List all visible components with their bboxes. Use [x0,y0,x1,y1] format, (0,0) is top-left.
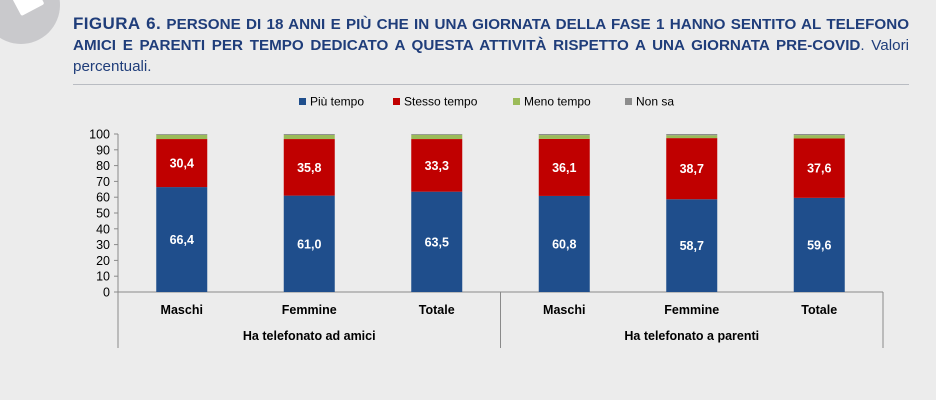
bar-segment-3 [156,134,208,140]
legend-label-4: Non sa [636,95,674,109]
y-tick-label: 80 [96,159,110,173]
bar-segment-4 [793,134,845,136]
x-category-label: Totale [801,303,837,317]
data-label: 58,7 [680,239,704,253]
y-tick-label: 50 [96,207,110,221]
data-label: 30,4 [170,157,194,171]
y-tick-label: 0 [103,286,110,300]
bar-segment-2 [793,138,845,198]
data-label: 37,6 [807,162,831,176]
y-tick-label: 40 [96,222,110,236]
bar-segment-1 [666,199,718,292]
group-label-1: Ha telefonato ad amici [243,329,376,343]
data-label: 36,1 [552,161,576,175]
legend-label-1: Più tempo [310,95,364,109]
x-category-label: Femmine [664,303,719,317]
bar-segment-3 [666,135,718,139]
figure-subtitle: . Valori percentuali. [73,37,910,75]
legend-label-3: Meno tempo [524,95,591,109]
legend-swatch-3 [513,98,520,105]
data-label: 60,8 [552,237,576,251]
legend-swatch-4 [625,98,632,105]
y-tick-label: 10 [96,270,110,284]
bar-segment-2 [156,139,208,188]
bar-segment-1 [411,191,463,292]
legend-label-2: Stesso tempo [404,95,478,109]
y-tick-label: 100 [89,128,110,142]
header-divider [73,84,909,85]
x-category-label: Totale [419,303,455,317]
x-category-label: Maschi [161,303,203,317]
figure-header: FIGURA 6. PERSONE DI 18 ANNI E PIÙ CHE I… [73,13,909,77]
bar-segment-1 [793,197,845,292]
data-label: 63,5 [425,235,449,249]
figure-label: FIGURA 6. [73,14,162,33]
figure-title: PERSONE DI 18 ANNI E PIÙ CHE IN UNA GIOR… [73,16,910,54]
bar-segment-3 [411,134,463,140]
bar-segment-2 [538,138,590,196]
bar-segment-1 [156,187,208,292]
bar-segment-2 [411,139,463,192]
data-label: 33,3 [425,159,449,173]
data-label: 35,8 [297,161,321,175]
bar-segment-3 [283,134,335,140]
legend-swatch-1 [299,98,306,105]
x-category-label: Femmine [282,303,337,317]
bar-segment-4 [156,134,208,135]
bar-segment-4 [411,134,463,135]
bar-segment-4 [666,134,718,136]
legend-swatch-2 [393,98,400,105]
bar-segment-1 [538,195,590,292]
data-label: 59,6 [807,238,831,252]
group-label-2: Ha telefonato a parenti [624,329,759,343]
x-category-label: Maschi [543,303,585,317]
y-tick-label: 20 [96,254,110,268]
data-label: 38,7 [680,162,704,176]
y-tick-label: 60 [96,191,110,205]
bar-segment-1 [283,195,335,292]
y-tick-label: 30 [96,238,110,252]
bar-segment-3 [793,135,845,139]
y-tick-label: 90 [96,143,110,157]
data-label: 61,0 [297,237,321,251]
bar-segment-4 [538,134,590,136]
data-label: 66,4 [170,233,194,247]
y-tick-label: 70 [96,175,110,189]
bar-segment-4 [283,134,335,135]
bar-segment-3 [538,135,590,139]
bar-segment-2 [283,139,335,196]
bar-segment-2 [666,138,718,200]
